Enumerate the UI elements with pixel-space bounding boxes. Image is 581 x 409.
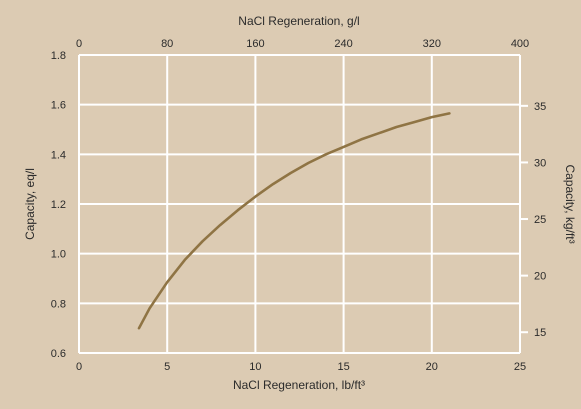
x-bottom-tick-label: 0 — [76, 361, 82, 373]
y-right-tick-label: 15 — [534, 327, 546, 339]
y-left-tick-label: 1.0 — [51, 249, 66, 261]
x-bottom-tick-label: 15 — [337, 361, 349, 373]
y-left-tick-label: 0.6 — [51, 348, 66, 360]
y-left-axis-label: Capacity, eq/l — [23, 168, 37, 240]
x-top-tick-label: 160 — [246, 38, 264, 50]
x-top-tick-label: 80 — [161, 38, 173, 50]
x-bottom-tick-label: 5 — [164, 361, 170, 373]
y-left-tick-label: 1.4 — [51, 149, 66, 161]
x-bottom-tick-label: 10 — [249, 361, 261, 373]
x-bottom-axis-label: NaCl Regeneration, lb/ft³ — [233, 378, 365, 392]
y-right-tick-label: 35 — [534, 101, 546, 113]
y-left-tick-label: 0.8 — [51, 298, 66, 310]
x-top-axis-label: NaCl Regeneration, g/l — [238, 14, 359, 28]
x-bottom-tick-label: 20 — [426, 361, 438, 373]
y-right-tick-label: 25 — [534, 214, 546, 226]
x-top-tick-label: 240 — [334, 38, 352, 50]
y-right-tick-label: 20 — [534, 271, 546, 283]
x-bottom-tick-label: 25 — [514, 361, 526, 373]
x-top-tick-label: 320 — [423, 38, 441, 50]
y-left-tick-label: 1.6 — [51, 100, 66, 112]
x-top-tick-label: 400 — [511, 38, 529, 50]
y-right-axis-label: Capacity, kg/ft³ — [563, 164, 577, 243]
y-right-tick-label: 30 — [534, 157, 546, 169]
y-left-tick-label: 1.2 — [51, 199, 66, 211]
y-left-tick-label: 1.8 — [51, 50, 66, 62]
tick-labels: 0 5 10 15 20 25 0 80 160 240 320 400 0.6 0.8 1.0 1.2 1.4… — [51, 38, 547, 373]
x-top-tick-label: 0 — [76, 38, 82, 50]
capacity-curve — [137, 112, 451, 330]
